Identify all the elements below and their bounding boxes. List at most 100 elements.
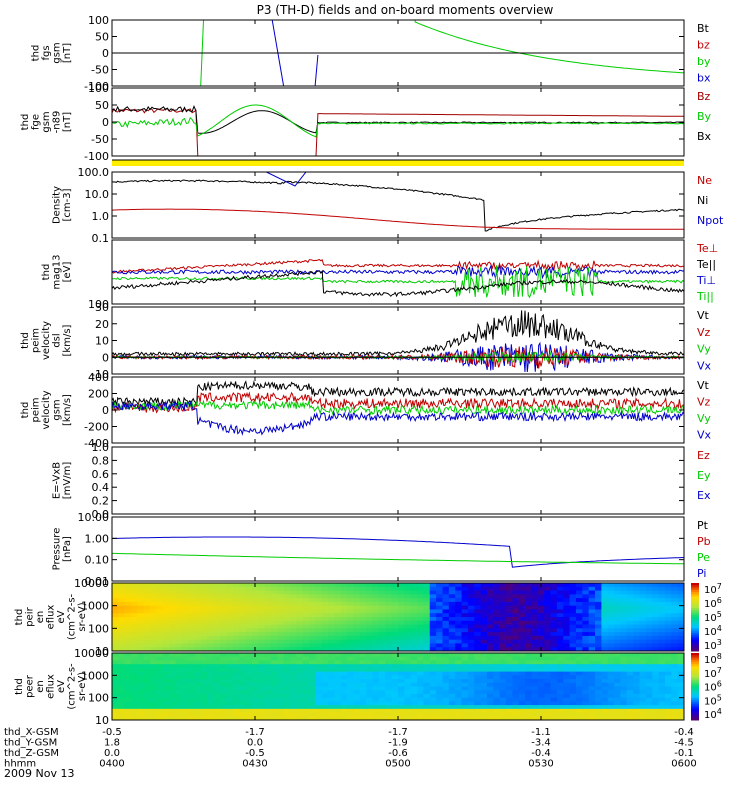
x-axis-labels: thd_X-GSM -0.5 -1.7 -1.7 -1.1 -0.4 thd_Y-GSM 1.… bbox=[4, 727, 697, 770]
ytick-density: 0.1 bbox=[92, 232, 110, 245]
ylabel-velocity-gsm: [km/s] bbox=[62, 394, 73, 426]
ylabel-velocity-gsm: velocity bbox=[41, 390, 52, 429]
ephem-value: 0400 bbox=[99, 759, 124, 770]
panel-data-velocity-dsl bbox=[112, 310, 684, 373]
series-Vt bbox=[112, 380, 684, 408]
panel-ion-spectrogram: thd peir en eflux eV (cm^2-s-sr-eV) 10000 1000 1… bbox=[14, 577, 722, 658]
ylabel-velocity-dsl: [km/s] bbox=[62, 324, 73, 356]
ylabel-velocity-gsm: gsm bbox=[52, 399, 63, 420]
ephem-value: -0.4 bbox=[531, 748, 551, 759]
legend-efield: Ey bbox=[697, 469, 711, 482]
series-Te-par bbox=[112, 269, 684, 298]
series-Npot bbox=[266, 172, 307, 187]
colorbar-tick: 107 bbox=[704, 582, 722, 596]
ylabel-electron-spectrogram: sr-eV) bbox=[77, 672, 88, 701]
ytick-velocity-dsl: 30 bbox=[95, 301, 109, 314]
ylabel-ion-spectrogram: en bbox=[35, 611, 46, 624]
ylabel-fgs: fgs bbox=[41, 45, 52, 60]
ephem-value: -0.4 bbox=[674, 727, 694, 738]
ephem-value: -0.6 bbox=[388, 748, 408, 759]
series-Ti-par bbox=[112, 265, 684, 299]
panel-pressure: Pressure [nPa] 10.00 1.00 0.10 0.01 Pt Pb Pe Pi bbox=[52, 511, 711, 588]
legend-fgs: bx bbox=[697, 72, 711, 85]
ylabel-velocity-dsl: dsl bbox=[52, 333, 63, 347]
panel-data-ion-spectrogram bbox=[112, 583, 684, 651]
ytick-density: 10.0 bbox=[85, 188, 110, 201]
ylabel-electron-spectrogram: peer bbox=[25, 674, 36, 698]
legend-fge: Bz bbox=[697, 90, 711, 103]
panel-frame bbox=[111, 516, 685, 582]
colorbar-tick: 104 bbox=[704, 624, 722, 638]
ytick-pressure: 1.00 bbox=[85, 532, 110, 545]
series-Vx bbox=[112, 400, 684, 436]
ylabel-fgs: gsm bbox=[52, 42, 63, 63]
ephem-value: -1.7 bbox=[245, 727, 265, 738]
ytick-electron-spectrogram: 100 bbox=[88, 692, 109, 705]
ephem-label: thd_Y-GSM bbox=[4, 738, 57, 749]
ylabel-ion-spectrogram: eflux bbox=[46, 605, 57, 630]
ytick-fgs: 100 bbox=[88, 14, 109, 27]
ytick-efield: 0.6 bbox=[92, 468, 110, 481]
ephem-value: 0500 bbox=[385, 759, 410, 770]
panel-data-fgs bbox=[112, 20, 684, 86]
ephem-value: -0.1 bbox=[674, 748, 694, 759]
legend-density: Npot bbox=[697, 214, 724, 227]
ytick-ion-spectrogram: 10000 bbox=[74, 577, 109, 590]
legend-fgs: Bt bbox=[697, 22, 710, 35]
ytick-velocity-dsl: 0 bbox=[102, 351, 109, 364]
legend-velocity-dsl: Vy bbox=[697, 343, 711, 356]
ytick-fge: 100 bbox=[88, 82, 109, 95]
ephem-label: thd_Z-GSM bbox=[4, 748, 59, 759]
ephem-value: -1.9 bbox=[388, 738, 408, 749]
panel-fge: thd fge gsm -n89 [nT] 100 50 0 -50 -100 Bz By Bx bbox=[20, 82, 712, 166]
panel-frame bbox=[111, 306, 685, 375]
panel-data-velocity-gsm bbox=[112, 380, 684, 436]
panel-frame bbox=[111, 171, 685, 239]
ytick-efield: 0.8 bbox=[92, 454, 110, 467]
ylabel-fge: [nT] bbox=[62, 112, 73, 132]
ytick-density: 1.0 bbox=[92, 210, 110, 223]
ytick-pressure: 0.01 bbox=[85, 575, 110, 588]
ylabel-ion-spectrogram: sr-eV) bbox=[77, 602, 88, 631]
colorbar-tick: 105 bbox=[704, 610, 722, 624]
ytick-fgs: 0 bbox=[102, 47, 109, 60]
legend-velocity-dsl: Vt bbox=[697, 309, 710, 322]
ytick-ion-spectrogram: 100 bbox=[88, 622, 109, 635]
legend-temperature: Ti⊥ bbox=[696, 274, 716, 287]
data-flag-bar bbox=[112, 160, 684, 166]
ytick-velocity-dsl: -10 bbox=[91, 368, 109, 381]
panel-frame bbox=[111, 446, 685, 515]
colorbar-tick: 108 bbox=[704, 652, 722, 666]
panel-fgs: thd fgs gsm [nT] 100 50 0 -50 -100 Bt bz by bx bbox=[31, 14, 711, 93]
legend-temperature: Te|| bbox=[696, 258, 716, 271]
colorbar-tick: 105 bbox=[704, 693, 722, 707]
ephem-value: 0530 bbox=[528, 759, 553, 770]
ytick-fgs: 50 bbox=[95, 31, 109, 44]
ephem-value: -3.4 bbox=[531, 738, 551, 749]
ytick-velocity-gsm: 0 bbox=[102, 404, 109, 417]
ephem-value: 0600 bbox=[671, 759, 696, 770]
ephem-value: -4.5 bbox=[674, 738, 694, 749]
ytick-velocity-gsm: -200 bbox=[84, 421, 109, 434]
ytick-fge: 50 bbox=[95, 99, 109, 112]
ephem-value: 0430 bbox=[242, 759, 267, 770]
legend-fge: Bx bbox=[697, 130, 712, 143]
legend-density: Ne bbox=[697, 174, 712, 187]
ylabel-velocity-dsl: velocity bbox=[41, 321, 52, 360]
colorbar-tick: 103 bbox=[704, 638, 722, 652]
ephem-value: -1.7 bbox=[388, 727, 408, 738]
plot-title: P3 (TH-D) fields and on-board moments ov… bbox=[257, 3, 554, 17]
colorbar-tick: 106 bbox=[704, 680, 722, 694]
ytick-velocity-gsm: 200 bbox=[88, 388, 109, 401]
series-by bbox=[414, 20, 684, 74]
ytick-fgs: -100 bbox=[84, 80, 109, 93]
ylabel-velocity-gsm: thd bbox=[20, 402, 31, 419]
panel-data-fge bbox=[112, 104, 684, 156]
ylabel-ion-spectrogram: peir bbox=[25, 606, 36, 626]
ylabel-density: Density bbox=[52, 186, 63, 224]
ytick-velocity-dsl: 10 bbox=[95, 335, 109, 348]
ytick-temperature: 100 bbox=[88, 298, 109, 311]
ytick-velocity-gsm: -400 bbox=[84, 437, 109, 450]
legend-temperature: Te⊥ bbox=[696, 242, 718, 255]
ylabel-electron-spectrogram: eflux bbox=[46, 674, 57, 699]
